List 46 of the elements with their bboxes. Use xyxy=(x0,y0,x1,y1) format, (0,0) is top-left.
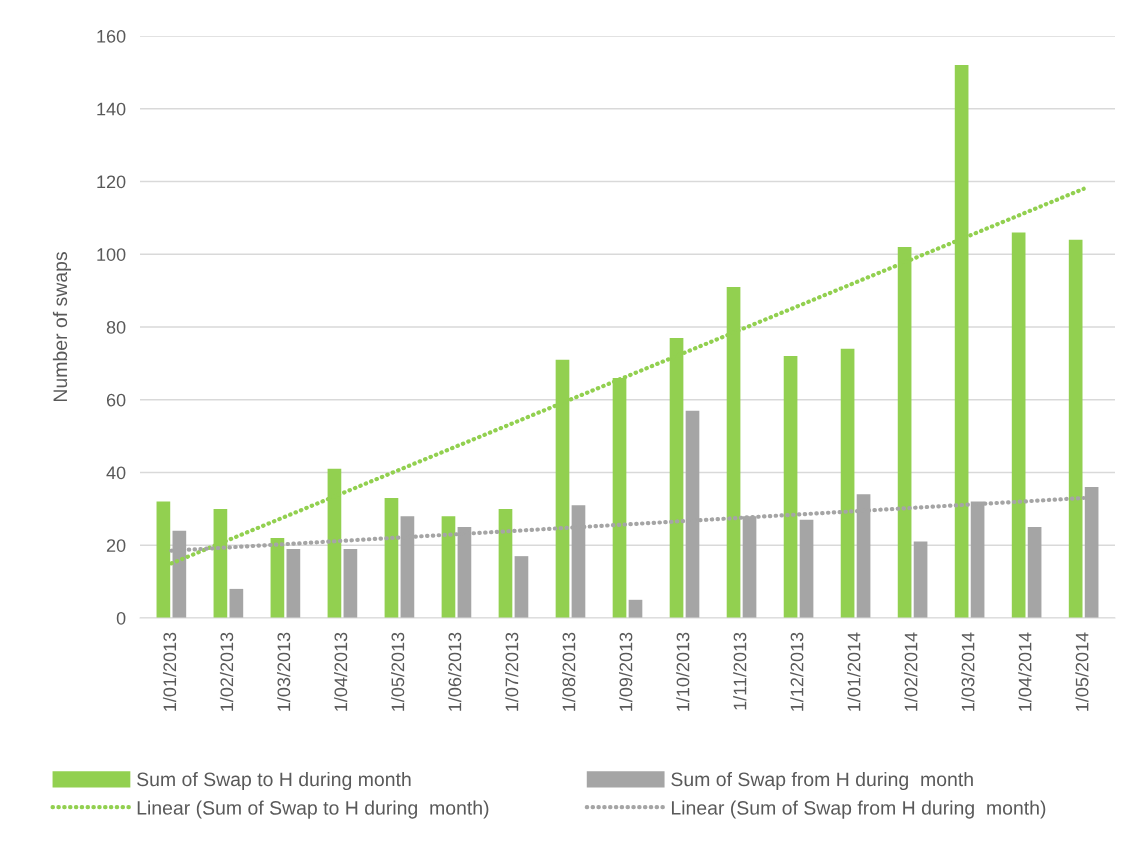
bar xyxy=(1011,232,1026,618)
legend-label: Sum of Swap from H during month xyxy=(671,771,973,791)
x-tick-label: 1/08/2013 xyxy=(562,632,576,711)
x-tick-label: 1/01/2013 xyxy=(162,632,177,711)
bar xyxy=(514,556,529,618)
x-tick-label: 1/02/2013 xyxy=(219,632,234,711)
legend-label: Sum of Swap to H during month xyxy=(137,771,411,791)
bar xyxy=(286,548,301,618)
bar xyxy=(498,508,513,618)
y-tick-label: 40 xyxy=(106,466,126,480)
y-tick-label: 60 xyxy=(106,393,126,407)
bar xyxy=(840,348,855,618)
bar xyxy=(1027,527,1042,618)
bar xyxy=(1068,239,1083,618)
x-tick-label: 1/10/2013 xyxy=(676,632,690,711)
legend-label: Linear (Sum of Swap from H during month) xyxy=(671,800,1046,819)
legend-label: Linear (Sum of Swap to H during month) xyxy=(137,800,489,819)
y-tick-label: 120 xyxy=(97,175,126,189)
bar xyxy=(229,588,244,618)
x-tick-label: 1/04/2013 xyxy=(334,632,348,711)
x-tick-label: 1/04/2014 xyxy=(1018,632,1032,711)
x-tick-label: 1/02/2014 xyxy=(904,632,918,711)
bar xyxy=(913,541,928,618)
y-tick-label: 80 xyxy=(106,320,126,334)
bar xyxy=(384,497,399,618)
y-tick-label: 160 xyxy=(97,29,126,43)
x-tick-label: 1/12/2013 xyxy=(790,632,804,711)
x-tick-label: 1/07/2013 xyxy=(505,632,519,711)
y-axis-title: Number of swaps xyxy=(52,252,71,402)
x-tick-label: 1/03/2014 xyxy=(961,632,975,711)
bar xyxy=(799,519,814,618)
bar xyxy=(270,537,285,618)
y-tick-label: 100 xyxy=(97,248,126,261)
bar xyxy=(343,548,358,618)
x-tick-label: 1/06/2013 xyxy=(448,632,462,711)
bar xyxy=(783,356,798,618)
x-tick-label: 1/05/2013 xyxy=(391,632,405,711)
x-tick-label: 1/05/2014 xyxy=(1075,632,1089,711)
x-tick-label: 1/03/2013 xyxy=(276,632,291,711)
x-tick-label: 1/11/2013 xyxy=(733,632,747,710)
y-tick-label: 20 xyxy=(106,539,126,552)
x-tick-label: 1/01/2014 xyxy=(847,632,861,711)
y-tick-label: 0 xyxy=(116,611,126,625)
x-tick-label: 1/09/2013 xyxy=(619,632,633,711)
y-tick-label: 140 xyxy=(97,102,126,116)
bar xyxy=(441,516,456,618)
